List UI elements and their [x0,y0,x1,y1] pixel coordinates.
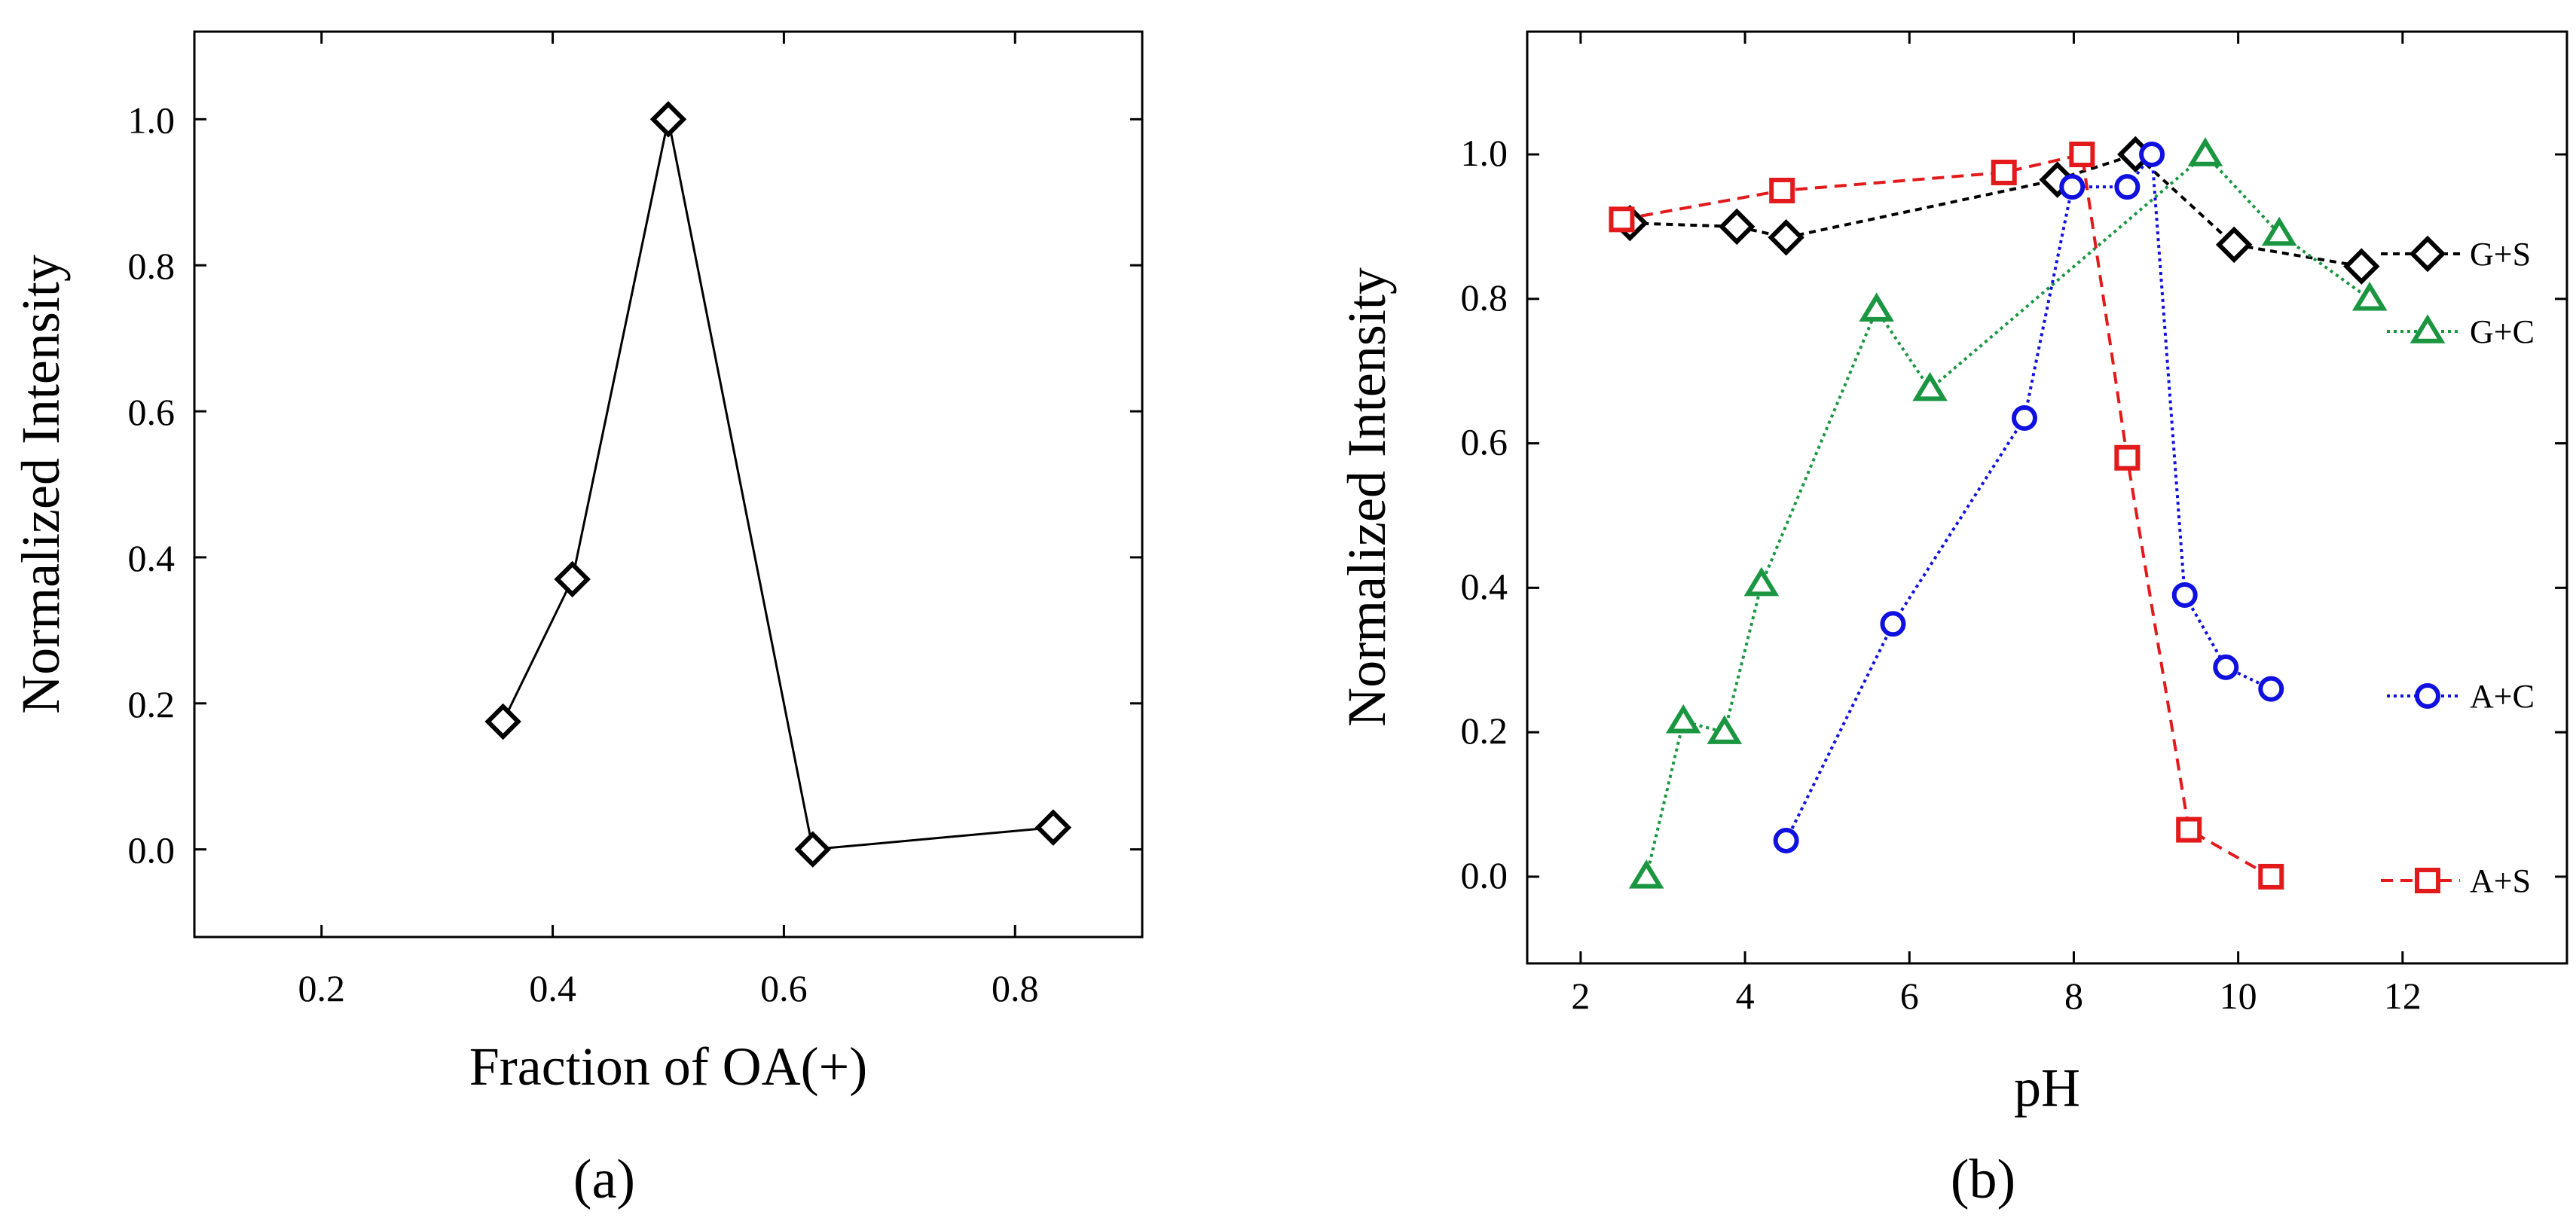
x-tick-label: 0.8 [992,967,1039,1009]
data-point-g-c [1628,859,1664,889]
data-point-data [484,703,521,740]
data-point-g-c [1859,292,1894,322]
data-point-g-s [2215,226,2253,264]
data-point-a-c [2171,581,2198,608]
panel-b-series [1609,136,2388,890]
data-point-a-s [2176,816,2202,843]
panel-b-x-axis-title: pH [2014,1058,2080,1118]
panel-b-chart: 2 4 6 8 10 12 0.0 0.2 0.4 0.6 0.8 1.0 G+S G+C A+C A+S… [1337,30,2568,1210]
legend-label-a-s: A+S [2470,862,2531,899]
panel-b-label: (b) [1951,1149,2015,1210]
data-point-a-c [1880,611,1906,637]
data-point-g-c [1707,715,1743,744]
data-point-a-c [2114,174,2141,200]
series-line-data [502,118,1054,851]
x-tick-label: 0.2 [298,967,346,1009]
data-point-g-c [1912,371,1948,401]
y-tick-label: 0.0 [128,829,176,871]
legend-marker-g-s [2409,235,2446,273]
panel-b-y-axis-title: Normalized Intensity [1337,267,1397,727]
y-tick-label: 0.4 [128,537,176,579]
legend-marker-a-s [2415,868,2440,893]
x-tick-label: 4 [1736,975,1755,1017]
panel-a-plot-frame [193,30,1144,939]
x-tick-label: 2 [1571,975,1590,1017]
panel-a-tick-marks [194,32,1142,937]
panel-b-y-tick-labels: 0.0 0.2 0.4 0.6 0.8 1.0 [1461,132,1508,896]
data-point-a-c [2059,174,2086,200]
data-point-a-s [2114,444,2141,471]
series-line-g-c [1645,153,2371,878]
legend-label-a-c: A+C [2470,678,2535,715]
data-point-a-c [2258,676,2284,702]
legend-label-g-c: G+C [2470,313,2535,350]
data-point-a-s [2069,142,2095,168]
panel-a-x-tick-labels: 0.2 0.4 0.6 0.8 [298,967,1039,1009]
data-point-a-c [2012,405,2037,432]
data-point-data [1034,809,1072,846]
legend-marker-g-c [2409,314,2446,343]
x-tick-label: 0.4 [529,967,576,1009]
y-tick-label: 1.0 [1461,132,1508,174]
panel-b-tick-marks [1527,32,2567,963]
x-tick-label: 10 [2220,975,2257,1017]
panel-a-series [484,101,1072,868]
legend-marker-a-c [2415,683,2440,709]
panel-b-x-tick-labels: 2 4 6 8 10 12 [1571,975,2421,1017]
data-point-g-c [1743,566,1780,597]
panel-a-y-axis-title: Normalized Intensity [11,255,71,714]
data-point-a-s [1991,159,2017,185]
y-tick-label: 1.0 [128,99,176,141]
data-point-g-s [1718,208,1756,246]
panel-a-label: (a) [573,1149,635,1210]
x-tick-label: 0.6 [760,967,808,1009]
x-tick-label: 8 [2064,975,2083,1017]
panel-b-legend: G+S G+C A+C A+S [2381,235,2535,899]
y-tick-label: 0.2 [1461,710,1508,752]
series-line-a-s [1621,153,2272,878]
data-point-data [554,560,591,598]
y-tick-label: 0.8 [128,245,176,287]
series-line-a-c [1784,153,2272,841]
y-tick-label: 0.8 [1461,276,1508,319]
data-point-g-c [1665,704,1701,734]
y-tick-label: 0.2 [128,683,176,725]
data-point-data [794,831,832,868]
data-point-data [649,101,687,138]
data-point-g-c [2351,282,2388,311]
data-point-a-c [2213,654,2239,680]
data-point-a-c [2139,142,2165,168]
data-point-a-c [1773,827,1799,853]
y-tick-label: 0.6 [128,391,176,433]
legend-label-g-s: G+S [2470,236,2531,273]
panel-a-x-axis-title: Fraction of OA(+) [469,1036,867,1097]
panel-a-chart: 0.2 0.4 0.6 0.8 0.0 0.2 0.4 0.6 0.8 1.0 Fraction… [11,30,1144,1210]
data-point-g-s [2343,248,2380,285]
x-tick-label: 6 [1900,975,1919,1017]
y-tick-label: 0.0 [1461,854,1508,896]
panel-b-plot-frame [1526,30,2568,965]
y-tick-label: 0.6 [1461,421,1508,463]
data-point-g-s [1768,219,1804,256]
data-point-a-s [1769,177,1795,203]
data-point-g-c [2261,216,2297,246]
data-point-a-s [2258,863,2284,890]
data-point-a-s [1609,206,1635,233]
panel-a-y-tick-labels: 0.0 0.2 0.4 0.6 0.8 1.0 [128,99,176,871]
x-tick-label: 12 [2384,975,2422,1017]
y-tick-label: 0.4 [1461,565,1508,607]
data-point-g-c [2187,137,2223,166]
